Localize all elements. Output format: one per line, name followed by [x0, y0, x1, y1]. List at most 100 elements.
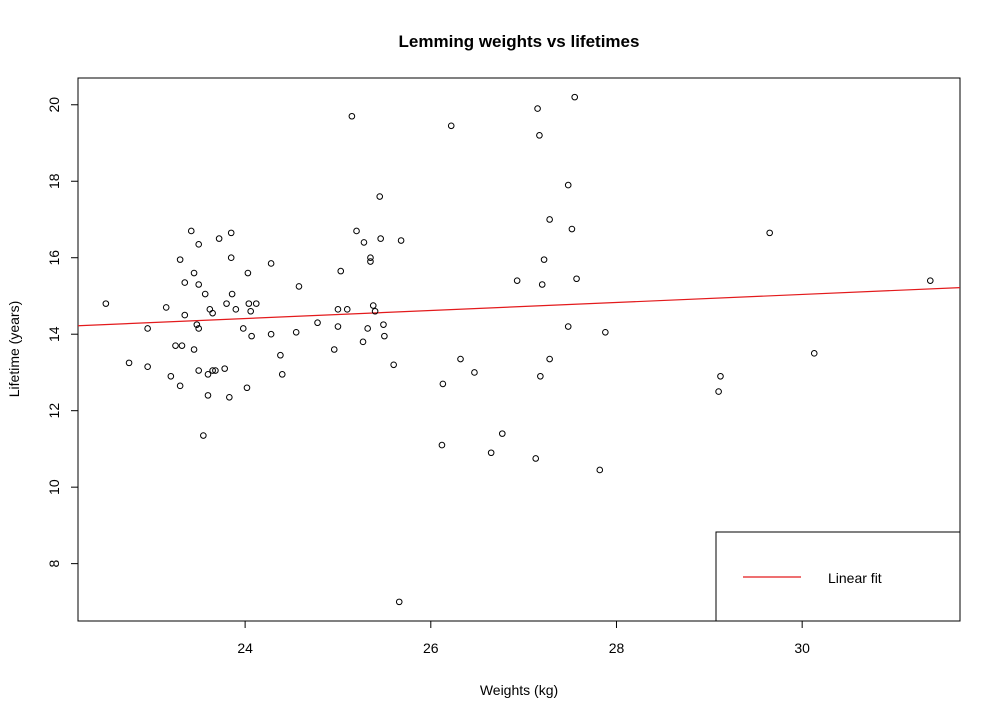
data-point-88: [564, 323, 572, 330]
data-point-50: [330, 346, 338, 353]
x-axis-label: Weights (kg): [480, 682, 558, 698]
data-point-67: [381, 332, 388, 340]
data-point-17: [195, 325, 202, 332]
y-tick-label-10: 10: [46, 479, 62, 495]
data-point-29: [221, 365, 228, 372]
data-point-5: [167, 372, 175, 380]
data-point-93: [602, 328, 609, 336]
data-point-53: [337, 267, 345, 275]
data-point-37: [243, 384, 251, 392]
data-point-38: [244, 269, 252, 277]
data-point-40: [247, 307, 254, 315]
data-point-83: [538, 281, 546, 288]
data-point-62: [369, 302, 377, 309]
data-point-45: [277, 351, 284, 359]
data-point-51: [334, 306, 342, 313]
data-point-78: [513, 277, 521, 284]
data-point-97: [810, 350, 818, 357]
data-point-98: [926, 277, 934, 284]
data-point-47: [292, 328, 300, 336]
fit-line-group: [77, 287, 961, 327]
data-point-76: [487, 449, 495, 457]
data-point-54: [343, 306, 351, 313]
data-point-59: [364, 325, 371, 332]
data-point-74: [457, 355, 464, 363]
data-point-77: [498, 430, 506, 437]
data-point-68: [390, 361, 397, 369]
data-point-79: [532, 455, 540, 462]
data-point-89: [568, 225, 576, 233]
data-point-4: [162, 304, 170, 311]
data-point-52: [334, 323, 342, 330]
data-point-27: [212, 367, 219, 374]
data-point-69: [395, 598, 403, 606]
data-point-80: [534, 105, 541, 112]
data-point-35: [232, 306, 240, 313]
data-point-2: [144, 325, 151, 332]
data-point-21: [201, 290, 209, 298]
data-point-87: [564, 181, 572, 189]
data-point-42: [252, 300, 260, 307]
data-point-39: [245, 300, 253, 307]
y-tick-label-16: 16: [46, 250, 62, 266]
data-point-10: [181, 279, 189, 286]
data-point-70: [397, 237, 405, 244]
data-point-92: [596, 466, 604, 474]
x-axis: 24 26 28 30: [237, 621, 810, 656]
data-point-94: [715, 388, 722, 395]
y-tick-label-20: 20: [46, 97, 62, 113]
data-point-26: [209, 367, 216, 374]
data-point-57: [359, 338, 367, 346]
data-point-25: [209, 309, 216, 317]
data-point-46: [278, 371, 286, 378]
data-point-34: [228, 290, 236, 298]
data-point-63: [371, 307, 379, 315]
data-point-22: [204, 371, 212, 378]
x-tick-label-28: 28: [609, 640, 625, 656]
data-point-58: [360, 239, 368, 246]
data-point-19: [195, 367, 202, 374]
data-point-49: [314, 319, 321, 327]
data-point-32: [227, 229, 235, 237]
data-point-73: [447, 122, 455, 130]
linear-fit-line: [77, 287, 961, 327]
y-tick-label-12: 12: [46, 403, 62, 419]
data-point-36: [239, 325, 247, 332]
data-point-66: [380, 321, 387, 328]
data-point-31: [226, 393, 233, 401]
data-point-96: [766, 229, 773, 237]
x-tick-label-30: 30: [794, 640, 810, 656]
data-point-90: [571, 93, 579, 101]
legend-label-linear-fit: Linear fit: [828, 570, 882, 586]
data-point-91: [573, 275, 580, 283]
data-point-65: [377, 235, 384, 242]
data-point-48: [295, 283, 303, 290]
y-tick-label-14: 14: [46, 326, 62, 342]
data-point-56: [353, 227, 360, 235]
data-points: [102, 93, 934, 606]
data-point-11: [181, 311, 189, 319]
data-point-75: [471, 369, 478, 376]
data-point-8: [176, 382, 184, 390]
y-tick-label-8: 8: [46, 560, 62, 568]
data-point-6: [172, 342, 179, 349]
y-axis-label: Lifetime (years): [6, 301, 22, 397]
data-point-85: [546, 216, 553, 223]
data-point-81: [536, 132, 543, 139]
data-point-3: [144, 363, 151, 371]
data-point-20: [200, 432, 207, 439]
plot-area: [77, 77, 961, 622]
data-point-16: [195, 281, 202, 288]
data-point-95: [717, 372, 724, 380]
data-point-23: [204, 392, 212, 399]
data-point-12: [187, 227, 195, 235]
data-point-30: [223, 300, 230, 307]
data-point-71: [438, 441, 446, 449]
data-point-1: [125, 359, 133, 367]
x-tick-label-24: 24: [237, 640, 253, 656]
data-point-44: [267, 330, 275, 338]
data-point-64: [376, 193, 384, 200]
data-point-33: [227, 254, 235, 262]
legend: Linear fit: [715, 531, 961, 622]
data-point-15: [193, 321, 201, 328]
